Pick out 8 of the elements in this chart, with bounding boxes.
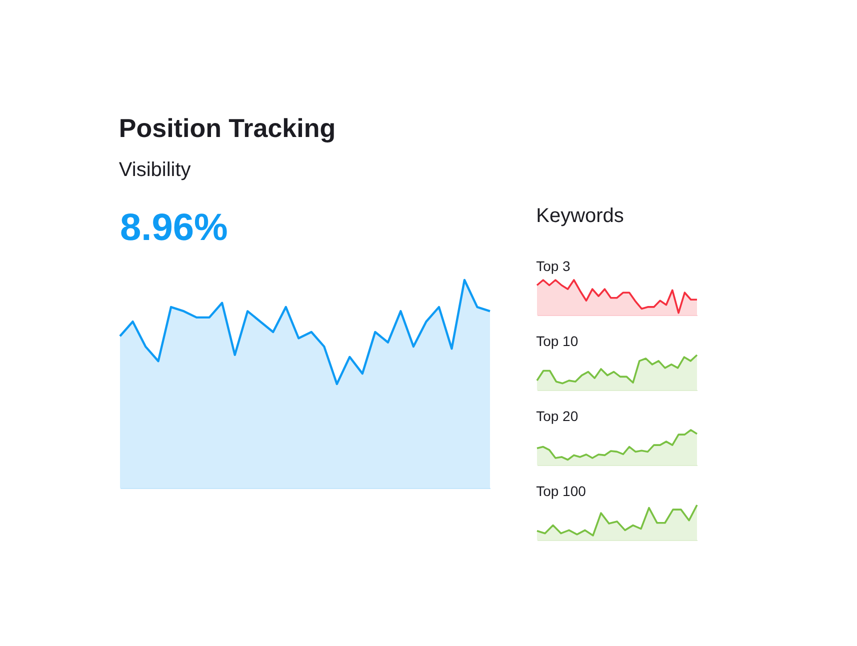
text: 8.96% [120,207,228,249]
chart-title: Position Tracking [118,113,336,143]
chart-subtitle: Top 20 [536,408,578,424]
chart-subtitle: Top 10 [536,333,578,350]
chart-title: Keywords [536,205,624,228]
chart-subtitle: Top 3 [536,258,571,274]
chart-subtitle: Visibility [118,159,191,181]
chart-subtitle: Top 100 [536,483,586,500]
